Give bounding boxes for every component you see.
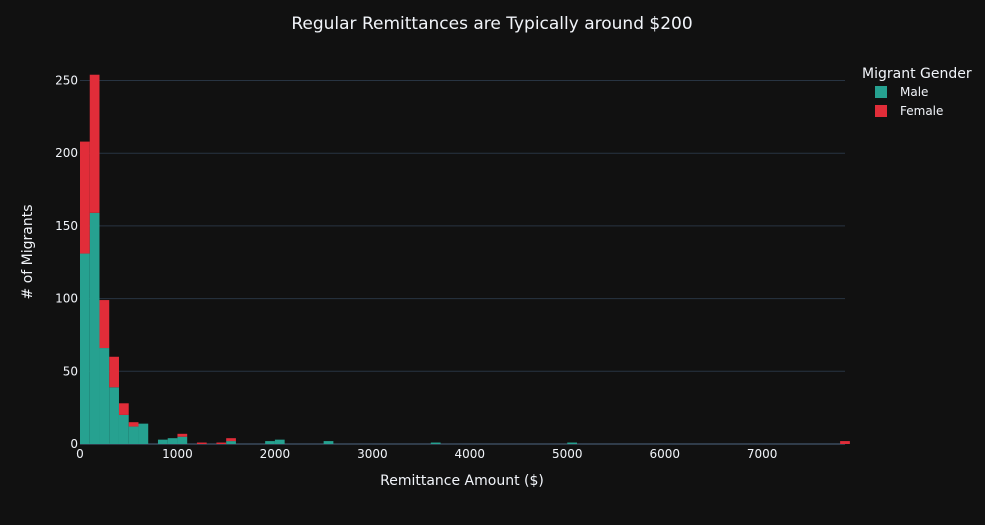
x-tick-label: 5000 [552,447,583,461]
bar-male-900[interactable] [167,438,178,444]
bar-male-0[interactable] [80,253,90,444]
bar-male-300[interactable] [109,387,119,444]
x-axis-title: Remittance Amount ($) [380,473,544,489]
bar-female-7800[interactable] [840,441,850,444]
bar-male-600[interactable] [138,423,149,444]
bar-male-1500[interactable] [226,441,236,444]
y-axis-title: # of Migrants [20,205,36,300]
x-tick-label: 4000 [455,447,486,461]
x-tick-label: 6000 [649,447,680,461]
chart-title: Regular Remittances are Typically around… [291,14,692,34]
bar-male-3600[interactable] [430,442,441,444]
y-tick-label: 250 [55,74,78,88]
legend-label: Male [900,85,928,99]
bar-female-1400[interactable] [216,442,227,444]
bar-male-1000[interactable] [177,436,188,444]
y-tick-label: 0 [70,437,78,451]
bar-male-2500[interactable] [323,441,334,444]
bar-male-100[interactable] [89,212,100,444]
legend-item-female[interactable]: Female [875,104,943,118]
x-tick-label: 7000 [747,447,778,461]
bar-male-200[interactable] [99,348,110,444]
x-tick-label: 3000 [357,447,388,461]
legend-items: Male Female [875,85,943,118]
bar-female-300[interactable] [109,356,119,388]
bar-female-400[interactable] [118,403,129,415]
bar-male-2000[interactable] [274,439,285,444]
bar-female-1200[interactable] [196,442,207,444]
legend-item-male[interactable]: Male [875,85,928,99]
bar-female-500[interactable] [128,422,139,427]
x-tick-label: 0 [76,447,84,461]
x-axis-ticks: 0 1000 2000 3000 4000 5000 6000 7000 [76,447,777,461]
x-tick-label: 1000 [162,447,193,461]
legend: Migrant Gender Male Female [862,66,972,118]
bar-male-500[interactable] [128,426,139,444]
bar-male-1900[interactable] [265,441,275,444]
bar-male-400[interactable] [118,414,129,444]
bar-female-0[interactable] [80,141,90,254]
bar-male-800[interactable] [157,439,168,444]
bar-female-1500[interactable] [226,438,236,442]
legend-swatch [875,105,887,117]
x-tick-label: 2000 [260,447,291,461]
bar-female-1000[interactable] [177,433,188,437]
y-tick-label: 100 [55,292,78,306]
legend-title: Migrant Gender [862,66,972,82]
legend-label: Female [900,104,943,118]
legend-swatch [875,86,887,98]
bars [80,74,850,444]
y-tick-label: 150 [55,219,78,233]
grid-lines [80,80,845,445]
y-tick-label: 200 [55,146,78,160]
bar-female-100[interactable] [89,74,100,213]
y-axis-ticks: 0 50 100 150 200 250 [55,74,78,451]
bar-male-5000[interactable] [567,442,578,444]
bar-female-200[interactable] [99,300,110,349]
y-tick-label: 50 [63,364,78,378]
